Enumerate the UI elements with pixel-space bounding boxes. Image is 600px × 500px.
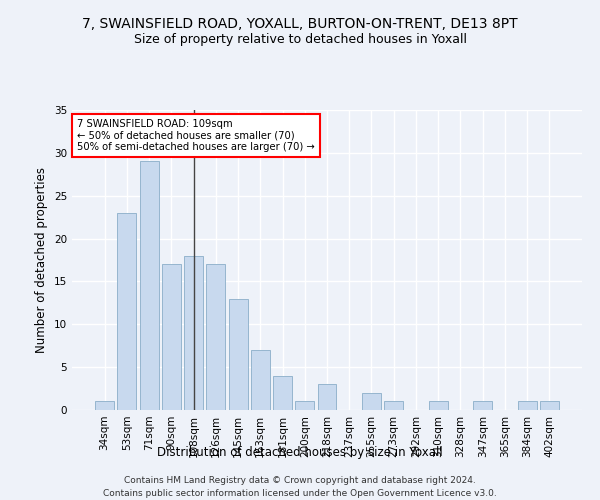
Text: 7, SWAINSFIELD ROAD, YOXALL, BURTON-ON-TRENT, DE13 8PT: 7, SWAINSFIELD ROAD, YOXALL, BURTON-ON-T… [82, 18, 518, 32]
Bar [362, 393, 381, 410]
Bar [540, 402, 559, 410]
Bar [384, 402, 403, 410]
Y-axis label: Number of detached properties: Number of detached properties [35, 167, 49, 353]
Bar [429, 402, 448, 410]
Text: Contains HM Land Registry data © Crown copyright and database right 2024.
Contai: Contains HM Land Registry data © Crown c… [103, 476, 497, 498]
Bar [162, 264, 181, 410]
Text: Distribution of detached houses by size in Yoxall: Distribution of detached houses by size … [157, 446, 443, 459]
Bar [95, 402, 114, 410]
Bar [317, 384, 337, 410]
Bar [229, 298, 248, 410]
Bar [251, 350, 270, 410]
Text: 7 SWAINSFIELD ROAD: 109sqm
← 50% of detached houses are smaller (70)
50% of semi: 7 SWAINSFIELD ROAD: 109sqm ← 50% of deta… [77, 119, 315, 152]
Text: Size of property relative to detached houses in Yoxall: Size of property relative to detached ho… [133, 32, 467, 46]
Bar [473, 402, 492, 410]
Bar [118, 213, 136, 410]
Bar [184, 256, 203, 410]
Bar [518, 402, 536, 410]
Bar [273, 376, 292, 410]
Bar [295, 402, 314, 410]
Bar [140, 162, 158, 410]
Bar [206, 264, 225, 410]
